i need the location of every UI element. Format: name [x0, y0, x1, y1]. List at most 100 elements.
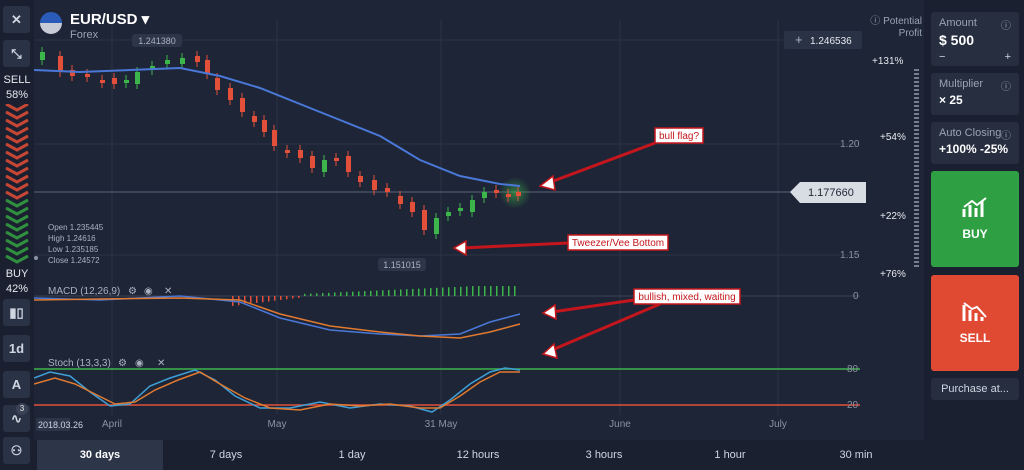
- period-7-days[interactable]: 7 days: [209, 449, 243, 461]
- tweezer-box: [567, 234, 669, 251]
- sentiment-chevron: [5, 190, 29, 200]
- price-chart[interactable]: 1.241380 1.151015 + 1.246536 1.177660 1.…: [34, 0, 924, 440]
- candle-body: [240, 98, 245, 112]
- candle-body: [150, 66, 155, 70]
- timeframe-button[interactable]: 1d: [3, 335, 30, 362]
- sell-sentiment-percent: 58%: [5, 89, 29, 101]
- macd-bar: [322, 293, 324, 296]
- macd-histogram: [232, 286, 516, 306]
- period-3-hours[interactable]: 3 hours: [585, 449, 623, 461]
- auto-closing-label: Auto Closing: [939, 127, 1002, 139]
- multiplier-info-icon[interactable]: ⓘ: [1001, 82, 1011, 93]
- arrowhead-bull-flag: [538, 174, 556, 192]
- axis-stoch-20: 20: [847, 400, 859, 411]
- macd-bar: [490, 286, 492, 296]
- macd-signal-line: [34, 297, 521, 339]
- macd-bar: [268, 296, 270, 302]
- stoch-visibility-icon[interactable]: ◉: [135, 358, 144, 369]
- candle-body: [372, 180, 377, 190]
- low-price-tag-box: [378, 258, 426, 271]
- indicator-count-badge: 3: [16, 403, 28, 415]
- macd-bar: [292, 296, 294, 299]
- current-point-glow: [499, 177, 531, 209]
- period-30-min[interactable]: 30 min: [839, 449, 873, 461]
- auto-closing-box[interactable]: Auto Closing ⓘ +100% -25%: [931, 122, 1019, 164]
- macd-label: MACD (12,26,9): [48, 286, 120, 297]
- amount-plus-button[interactable]: +: [1004, 51, 1011, 63]
- period-12-hours[interactable]: 12 hours: [456, 449, 500, 461]
- macd-settings-icon[interactable]: ⚙: [128, 286, 137, 297]
- close-button[interactable]: ✕: [3, 6, 30, 33]
- share-button[interactable]: ⚇: [3, 437, 30, 464]
- macd-bar: [382, 290, 384, 296]
- macd-bar: [364, 291, 366, 296]
- buy-sentiment-label: BUY: [5, 268, 29, 280]
- ohlc-close: Close 1.24572: [48, 256, 100, 265]
- potential-profit-text: Potential Profit: [883, 16, 922, 39]
- sentiment-chevron: [5, 198, 29, 208]
- macd-bar: [298, 296, 300, 298]
- sentiment-chevron: [5, 246, 29, 256]
- ohlc-open: Open 1.235445: [48, 223, 104, 232]
- current-price-tag-box: [790, 182, 866, 203]
- purchase-at-button[interactable]: Purchase at...: [931, 378, 1019, 400]
- macd-bar: [418, 288, 420, 296]
- asset-pair[interactable]: EUR/USD ▾: [70, 11, 150, 28]
- multiplier-label: Multiplier: [939, 78, 984, 90]
- sell-chart-down-icon: [962, 302, 987, 321]
- plus-icon[interactable]: +: [795, 32, 803, 47]
- sentiment-chevron: [5, 222, 29, 232]
- buy-button[interactable]: BUY: [931, 171, 1019, 267]
- amount-info-icon[interactable]: ⓘ: [1001, 21, 1011, 32]
- macd-bar: [280, 296, 282, 300]
- amount-box[interactable]: Amount ⓘ $ 500 − +: [931, 12, 1019, 66]
- axis-price-120: 1.20: [840, 139, 860, 150]
- sentiment-chevron: [5, 174, 29, 184]
- macd-bar: [484, 286, 486, 296]
- multiplier-box[interactable]: Multiplier ⓘ × 25: [931, 73, 1019, 115]
- drawing-tools-button[interactable]: A: [3, 371, 30, 398]
- profit-level-22: +22%: [880, 211, 906, 222]
- arrowhead-bullish-stoch: [541, 342, 558, 360]
- auto-closing-info-icon[interactable]: ⓘ: [1001, 131, 1011, 142]
- sentiment-chevron: [5, 118, 29, 128]
- sell-button[interactable]: SELL: [931, 275, 1019, 371]
- arrow-tweezer: [461, 241, 569, 250]
- macd-bar: [334, 292, 336, 296]
- macd-bar: [502, 286, 504, 296]
- macd-bar: [442, 287, 444, 296]
- period-1-hour[interactable]: 1 hour: [714, 449, 746, 461]
- bullish-box: [633, 288, 741, 305]
- macd-visibility-icon[interactable]: ◉: [144, 286, 153, 297]
- candle-body: [298, 150, 303, 158]
- candle-body: [398, 196, 403, 204]
- candle-body: [285, 150, 290, 153]
- sentiment-chevron: [5, 214, 29, 224]
- amount-value[interactable]: $ 500: [939, 32, 975, 48]
- indicators-icon: ∿: [11, 410, 22, 426]
- candle-body: [195, 56, 200, 62]
- axis-price-115: 1.15: [840, 250, 860, 261]
- macd-bar: [424, 288, 426, 296]
- eur-usd-flag-icon: [38, 10, 64, 36]
- macd-bar: [286, 296, 288, 300]
- chart-type-button[interactable]: ▮▯: [3, 299, 30, 326]
- trade-panel: Amount ⓘ $ 500 − + Multiplier ⓘ × 25 Aut…: [924, 0, 1024, 470]
- stoch-settings-icon[interactable]: ⚙: [118, 358, 127, 369]
- macd-remove-icon[interactable]: ✕: [164, 286, 172, 297]
- macd-bar: [430, 288, 432, 296]
- amount-minus-button[interactable]: −: [939, 51, 946, 63]
- period-30-days[interactable]: 30 days: [37, 440, 163, 470]
- candle-body: [112, 78, 117, 84]
- macd-bar: [274, 296, 276, 301]
- macd-bar: [394, 289, 396, 296]
- candle-body: [70, 70, 75, 76]
- collapse-arrows-icon: ⤡: [11, 45, 22, 61]
- stoch-remove-icon[interactable]: ✕: [157, 358, 165, 369]
- period-1-day[interactable]: 1 day: [338, 449, 366, 461]
- collapse-button[interactable]: ⤡: [3, 40, 30, 67]
- candle-body: [262, 120, 267, 132]
- low-price-tag: 1.151015: [383, 260, 421, 270]
- macd-bar: [448, 287, 450, 296]
- month-may: May: [268, 419, 287, 430]
